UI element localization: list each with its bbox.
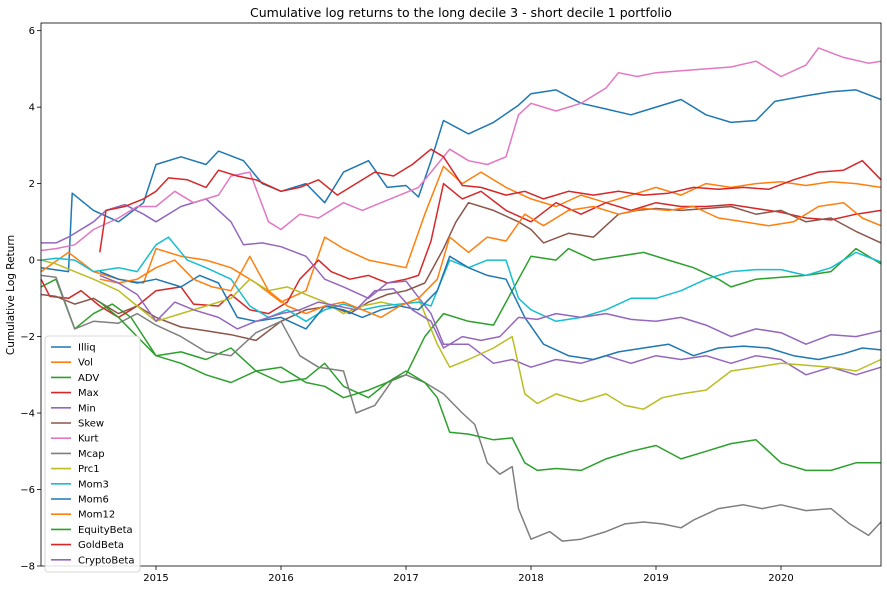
- y-tick-label: 4: [29, 103, 35, 114]
- series-line-max: [40, 182, 882, 319]
- x-tick-label: 2018: [518, 573, 543, 584]
- legend-label-prc1: Prc1: [78, 464, 100, 475]
- y-tick-label: 0: [29, 256, 35, 267]
- legend-label-skew: Skew: [78, 419, 104, 430]
- x-axis-ticks: 2015 2016 2017 2018 2019 2020: [143, 566, 794, 584]
- plot-area: 2015 2016 2017 2018 2019 2020 −8 −6 −4 −2 0 2 4 6: [20, 22, 882, 584]
- series-line-vol: [40, 165, 882, 303]
- series-line-kurt: [40, 47, 882, 252]
- legend-label-goldbeta: GoldBeta: [78, 540, 124, 551]
- x-tick-label: 2017: [393, 573, 418, 584]
- legend-label-max: Max: [78, 388, 99, 399]
- y-axis-label: Cumulative Log Return: [5, 235, 17, 355]
- legend-label-mom3: Mom3: [78, 479, 109, 490]
- series-line-equitybeta: [99, 301, 881, 472]
- legend-label-vol: Vol: [78, 358, 93, 369]
- legend-label-equitybeta: EquityBeta: [78, 525, 133, 536]
- series-line-mom12: [99, 201, 882, 319]
- legend-label-mom6: Mom6: [78, 495, 109, 506]
- series-line-prc1: [40, 259, 882, 410]
- series-line-illiq: [40, 89, 882, 273]
- series-line-goldbeta: [99, 148, 882, 253]
- y-tick-label: −2: [20, 332, 35, 343]
- legend-label-illiq: Illiq: [78, 343, 96, 354]
- legend-label-cryptobeta: CryptoBeta: [78, 555, 134, 566]
- series-layer: [40, 47, 882, 542]
- legend-label-kurt: Kurt: [78, 434, 99, 445]
- plot-frame: [40, 22, 882, 567]
- chart-title: Cumulative log returns to the long decil…: [250, 5, 672, 20]
- x-tick-label: 2015: [143, 573, 168, 584]
- legend-label-mom12: Mom12: [78, 510, 115, 521]
- x-tick-label: 2019: [643, 573, 668, 584]
- series-line-adv: [40, 247, 882, 399]
- series-line-min: [41, 198, 882, 376]
- series-line-mom6: [99, 255, 882, 361]
- x-tick-label: 2016: [268, 573, 293, 584]
- y-tick-label: −6: [20, 485, 35, 496]
- legend: Illiq Vol ADV Max Min Skew Kurt Mcap Prc1 Mom3 Mom…: [44, 335, 141, 573]
- series-line-cryptobeta: [99, 274, 882, 349]
- legend-label-adv: ADV: [78, 373, 99, 384]
- y-tick-label: −8: [20, 562, 35, 573]
- legend-box: [44, 335, 141, 573]
- series-line-skew: [40, 201, 882, 342]
- y-axis-ticks: −8 −6 −4 −2 0 2 4 6: [20, 26, 41, 573]
- series-line-mcap: [40, 274, 882, 542]
- legend-label-min: Min: [78, 403, 96, 414]
- legend-label-mcap: Mcap: [78, 449, 105, 460]
- x-tick-label: 2020: [768, 573, 793, 584]
- y-tick-label: −4: [20, 409, 35, 420]
- y-tick-label: 6: [29, 26, 35, 37]
- y-tick-label: 2: [29, 179, 35, 190]
